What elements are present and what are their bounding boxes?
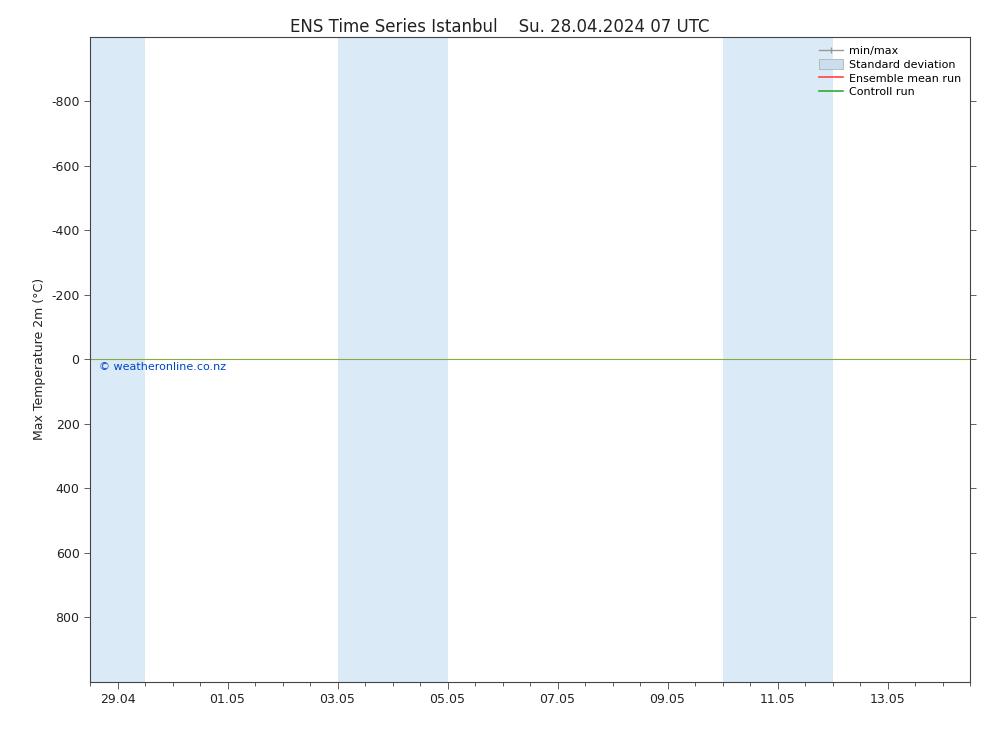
Legend: min/max, Standard deviation, Ensemble mean run, Controll run: min/max, Standard deviation, Ensemble me…	[816, 43, 964, 100]
Text: © weatheronline.co.nz: © weatheronline.co.nz	[99, 362, 226, 372]
Text: ENS Time Series Istanbul    Su. 28.04.2024 07 UTC: ENS Time Series Istanbul Su. 28.04.2024 …	[290, 18, 710, 37]
Bar	[722, 37, 832, 682]
Bar	[90, 37, 145, 682]
Y-axis label: Max Temperature 2m (°C): Max Temperature 2m (°C)	[33, 278, 46, 441]
Bar	[338, 37, 448, 682]
